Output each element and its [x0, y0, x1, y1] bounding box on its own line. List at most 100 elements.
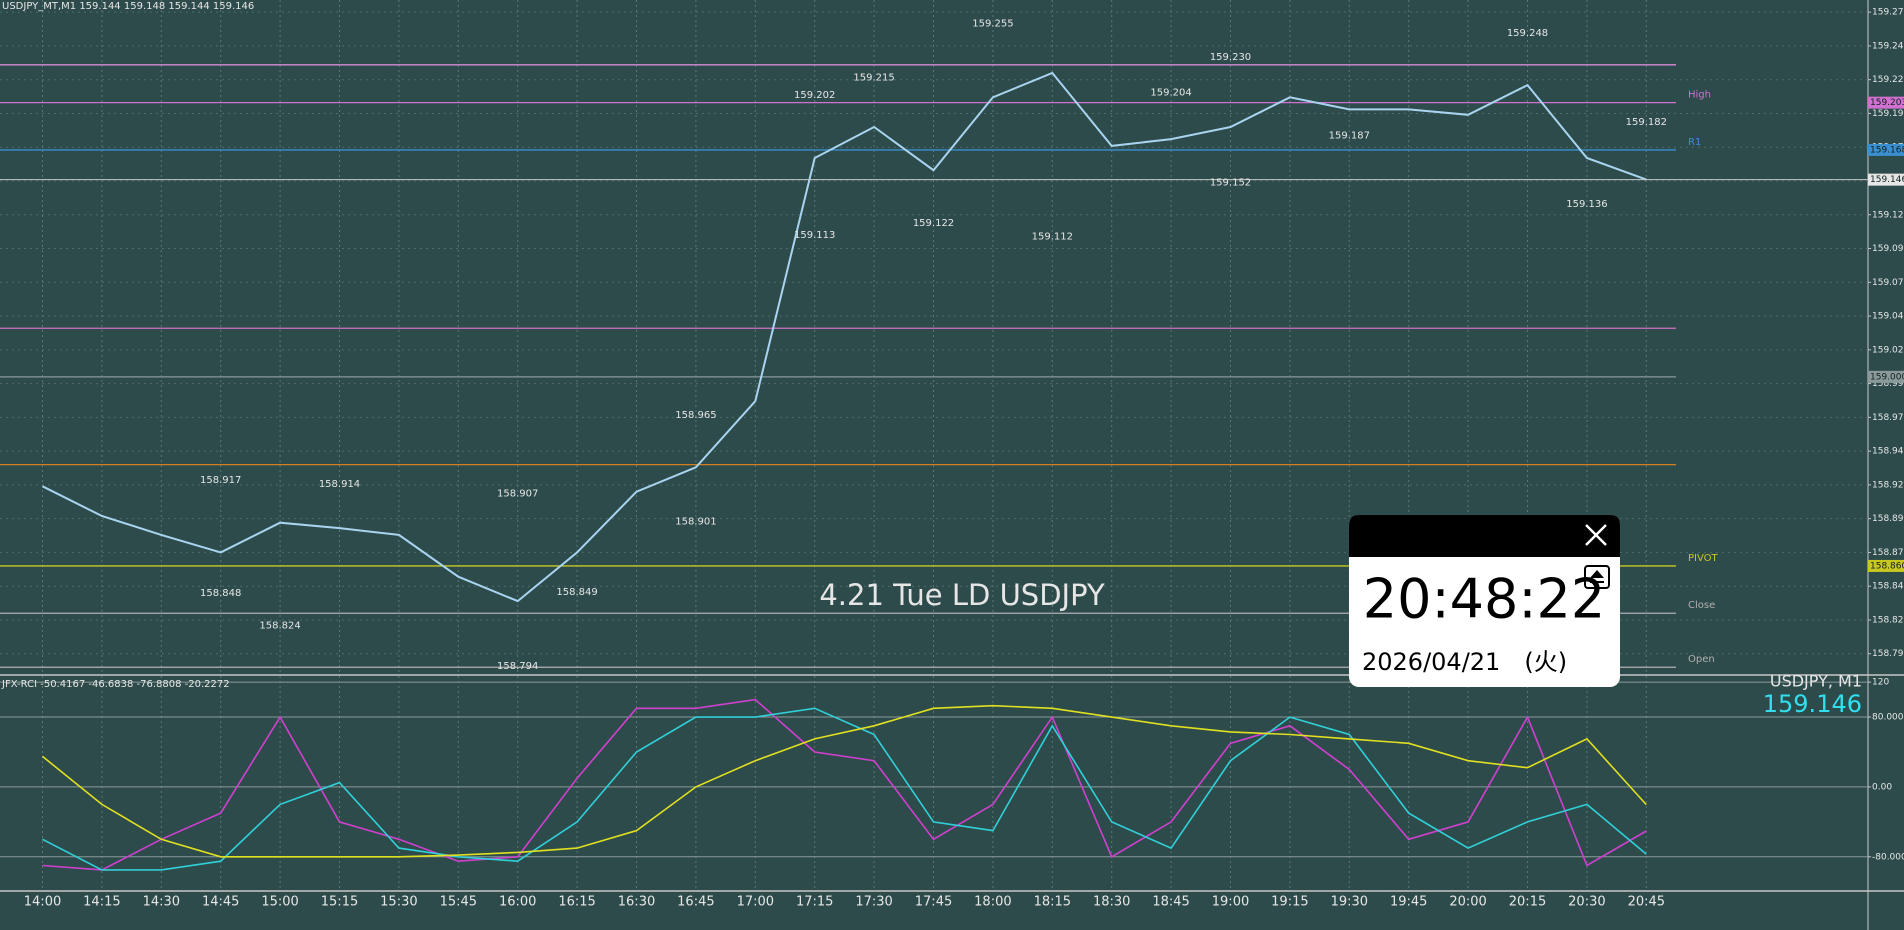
y-tick-label: 159.220	[1872, 75, 1904, 85]
price-annotation: 159.187	[1329, 130, 1370, 141]
y-tick-label: 158.970	[1872, 413, 1904, 423]
x-tick-label: 15:15	[321, 895, 358, 910]
x-tick-label: 18:30	[1093, 895, 1130, 910]
y-tick-label: 158.845	[1872, 582, 1904, 592]
price-tag	[1868, 370, 1904, 383]
y-tick-label: 158.870	[1872, 548, 1904, 558]
x-tick-label: 20:15	[1509, 895, 1546, 910]
x-tick-label: 16:30	[618, 895, 655, 910]
y-tick-label: 120	[1872, 678, 1889, 688]
data-line	[41, 704, 1647, 858]
y-tick-label: 0.00	[1872, 782, 1892, 792]
y-tick-label: 158.920	[1872, 480, 1904, 490]
y-tick-label: 158.945	[1872, 447, 1904, 457]
y-tick-label: 159.270	[1872, 8, 1904, 18]
x-tick-label: 19:30	[1331, 895, 1368, 910]
price-tag-label: 158.860	[1870, 561, 1904, 571]
y-tick-label: 159.070	[1872, 278, 1904, 288]
y-tick-label: 159.120	[1872, 210, 1904, 220]
x-tick-label: 16:15	[558, 895, 595, 910]
y-tick-label: 158.995	[1872, 379, 1904, 389]
x-tick-label: 18:45	[1152, 895, 1189, 910]
symbol-label: USDJPY, M1	[1770, 672, 1862, 691]
price-annotation: 158.901	[675, 517, 716, 528]
price-annotation: 159.204	[1150, 87, 1191, 98]
clock-popup: 20:48:22 2026/04/21 (火)	[1349, 515, 1620, 687]
price-annotation: 159.136	[1566, 199, 1607, 210]
close-button[interactable]	[1580, 520, 1612, 552]
x-tick-label: 16:00	[499, 895, 536, 910]
chart-title: USDJPY_MT,M1 159.144 159.148 159.144 159…	[2, 1, 254, 12]
indicator-title: JFX-RCI -50.4167 -46.6838 -76.8808 -20.2…	[1, 679, 230, 690]
price-annotation: 158.848	[200, 588, 241, 599]
close-icon[interactable]	[1585, 524, 1607, 546]
clock-date: 2026/04/21 (火)	[1362, 648, 1567, 676]
pin-button[interactable]	[1584, 565, 1610, 589]
price-annotation: 159.112	[1032, 232, 1073, 243]
data-line	[42, 71, 1647, 603]
x-tick-label: 18:15	[1034, 895, 1071, 910]
price-tag-label: 159.000	[1870, 372, 1904, 382]
price-annotation: 158.907	[497, 488, 538, 499]
x-tick-label: 17:30	[855, 895, 892, 910]
data-line	[42, 707, 1647, 871]
x-tick-label: 14:30	[143, 895, 180, 910]
y-tick-label: 159.020	[1872, 345, 1904, 355]
x-tick-label: 19:45	[1390, 895, 1427, 910]
x-tick-label: 17:00	[737, 895, 774, 910]
price-annotation: 159.202	[794, 90, 835, 101]
price-annotation: 159.182	[1626, 117, 1667, 128]
price-annotation: 159.248	[1507, 28, 1548, 39]
y-tick-label: 158.895	[1872, 514, 1904, 524]
caption: 4.21 Tue LD USDJPY	[819, 578, 1105, 612]
price-tag-label: 159.203	[1870, 98, 1904, 108]
y-tick-label: 159.195	[1872, 109, 1904, 119]
y-tick-label: 158.820	[1872, 615, 1904, 625]
last-price: 159.146	[1763, 690, 1862, 718]
x-tick-label: 18:00	[974, 895, 1011, 910]
popup-body	[1349, 515, 1620, 687]
data-line	[42, 698, 1647, 871]
y-tick-label: 158.795	[1872, 649, 1904, 659]
x-tick-label: 19:00	[1212, 895, 1249, 910]
price-tag	[1868, 173, 1904, 186]
price-tag	[1868, 143, 1904, 156]
price-annotation: 158.824	[259, 621, 300, 632]
popup-header	[1349, 515, 1620, 557]
price-annotation: 158.849	[556, 587, 597, 598]
x-tick-label: 19:15	[1271, 895, 1308, 910]
price-annotation: 159.152	[1210, 178, 1251, 189]
price-annotation: 159.230	[1210, 52, 1251, 63]
price-annotation: 159.122	[913, 218, 954, 229]
price-annotation: 158.965	[675, 410, 716, 421]
x-tick-label: 14:15	[83, 895, 120, 910]
price-annotation: 159.113	[794, 230, 835, 241]
y-tick-label: 159.095	[1872, 244, 1904, 254]
y-tick-label: 159.245	[1872, 41, 1904, 51]
x-tick-label: 15:00	[261, 895, 298, 910]
pin-arrow[interactable]	[1590, 570, 1604, 578]
level-name: PIVOT	[1688, 553, 1719, 564]
x-tick-label: 20:30	[1568, 895, 1605, 910]
price-annotation: 159.255	[972, 18, 1013, 29]
price-tag-label: 159.146	[1870, 175, 1904, 185]
price-annotation: 158.917	[200, 475, 241, 486]
level-name: R1	[1688, 137, 1701, 148]
price-tag	[1868, 96, 1904, 109]
x-tick-label: 15:45	[440, 895, 477, 910]
clock-time: 20:48:22	[1363, 568, 1606, 631]
price-annotation: 158.914	[319, 479, 360, 490]
x-tick-label: 15:30	[380, 895, 417, 910]
price-tag-label: 159.168	[1870, 145, 1904, 155]
level-name: High	[1688, 90, 1711, 101]
level-name: Open	[1688, 654, 1715, 665]
y-tick-label: 159.045	[1872, 312, 1904, 322]
x-tick-label: 17:45	[915, 895, 952, 910]
x-tick-label: 20:45	[1628, 895, 1665, 910]
x-tick-label: 16:45	[677, 895, 714, 910]
